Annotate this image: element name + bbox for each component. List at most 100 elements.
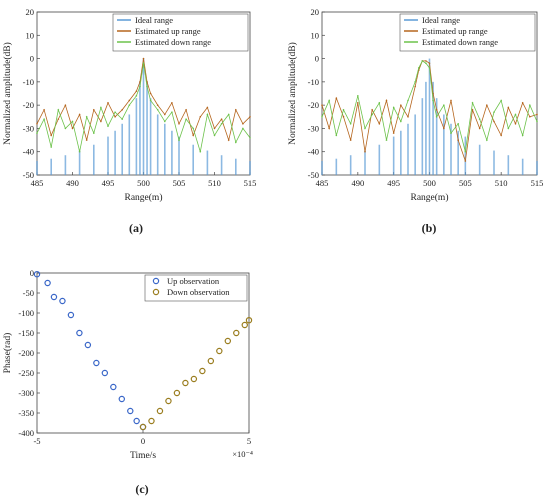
data-point [44, 279, 51, 287]
data-point [536, 113, 538, 116]
data-point [149, 99, 152, 102]
legend-item: Ideal range [117, 15, 173, 25]
x-tick-label: 505 [173, 178, 186, 188]
data-point [139, 85, 141, 88]
data-point [64, 127, 67, 130]
data-point [148, 417, 155, 425]
data-point [478, 118, 481, 120]
series-estimated-down-range [36, 62, 251, 153]
data-point [43, 118, 45, 120]
x-axis-multiplier: ×10⁻⁴ [232, 449, 253, 459]
data-point [245, 317, 253, 324]
data-point [185, 109, 187, 111]
data-point [135, 90, 138, 92]
legend-box [399, 13, 536, 52]
data-point [164, 113, 166, 116]
data-point [364, 150, 366, 153]
y-tick-label: -50 [23, 170, 34, 180]
data-point [43, 109, 45, 111]
data-point [471, 109, 474, 111]
data-point [121, 109, 123, 111]
x-tick-label: 510 [208, 178, 221, 188]
data-point [421, 60, 424, 62]
legend-item: Estimated down range [117, 37, 211, 47]
y-axis-label: Normalized amplitude(dB) [287, 42, 298, 145]
data-point [235, 141, 237, 144]
legend-label: Ideal range [135, 15, 173, 25]
data-point [357, 102, 359, 104]
data-point [85, 139, 88, 141]
y-tick-label: -300 [18, 388, 34, 398]
data-point [118, 395, 126, 403]
data-point [71, 127, 74, 130]
data-point [178, 122, 180, 125]
y-tick-label: -30 [308, 123, 319, 133]
data-point [127, 407, 134, 415]
series-up-observation [33, 271, 147, 431]
data-point [156, 104, 159, 106]
data-point [121, 118, 123, 120]
data-point [149, 92, 152, 95]
data-point [233, 329, 240, 337]
data-point [464, 150, 467, 153]
data-point [432, 99, 434, 102]
data-point [500, 99, 502, 102]
data-point [50, 293, 58, 301]
data-point [349, 139, 352, 141]
y-tick-label: -50 [308, 170, 319, 180]
data-point [514, 113, 517, 116]
data-point [529, 104, 531, 106]
data-point [425, 62, 427, 65]
y-tick-label: -200 [18, 348, 34, 358]
data-point [164, 120, 166, 123]
data-point [207, 357, 215, 365]
data-point [450, 99, 452, 102]
data-point [371, 113, 373, 116]
legend-swatch [152, 277, 160, 285]
y-tick-label: 0 [30, 54, 34, 64]
data-point [335, 97, 338, 99]
data-point [486, 104, 488, 106]
data-point [414, 85, 416, 88]
x-tick-label: 495 [102, 178, 115, 188]
y-tick-label: -350 [18, 408, 34, 418]
x-tick-label: 490 [351, 178, 364, 188]
data-point [93, 359, 100, 367]
data-point [36, 122, 38, 125]
data-point [457, 139, 459, 141]
x-tick-label: 485 [316, 178, 329, 188]
data-point [514, 122, 517, 125]
legend-label: Estimated down range [422, 37, 498, 47]
data-point [192, 127, 194, 130]
series-estimated-up-range [36, 57, 251, 142]
data-point [114, 115, 116, 118]
legend-label: Estimated up range [422, 26, 488, 36]
y-tick-label: -150 [18, 328, 34, 338]
data-point [133, 417, 140, 425]
y-tick-label: -10 [23, 77, 34, 87]
y-axis-label: Phase(rad) [2, 333, 13, 374]
chart-c: 0-50-100-150-200-250-300-350-400-5 0 5Time… [2, 268, 253, 461]
data-point [425, 60, 427, 62]
data-point [220, 118, 223, 120]
legend-item: Ideal range [404, 15, 460, 25]
y-tick-label: -400 [18, 428, 34, 438]
data-point [142, 62, 145, 65]
data-point [84, 341, 92, 349]
data-point [335, 134, 338, 137]
data-point [227, 139, 230, 141]
data-point [428, 62, 431, 65]
data-point [71, 120, 74, 123]
data-point [428, 67, 431, 69]
y-tick-label: -20 [308, 100, 319, 110]
y-tick-label: 20 [311, 7, 320, 17]
data-point [110, 383, 117, 391]
data-point [328, 127, 330, 130]
data-point [101, 369, 109, 377]
data-point [342, 109, 345, 111]
data-point [378, 102, 381, 104]
data-point [392, 106, 395, 109]
